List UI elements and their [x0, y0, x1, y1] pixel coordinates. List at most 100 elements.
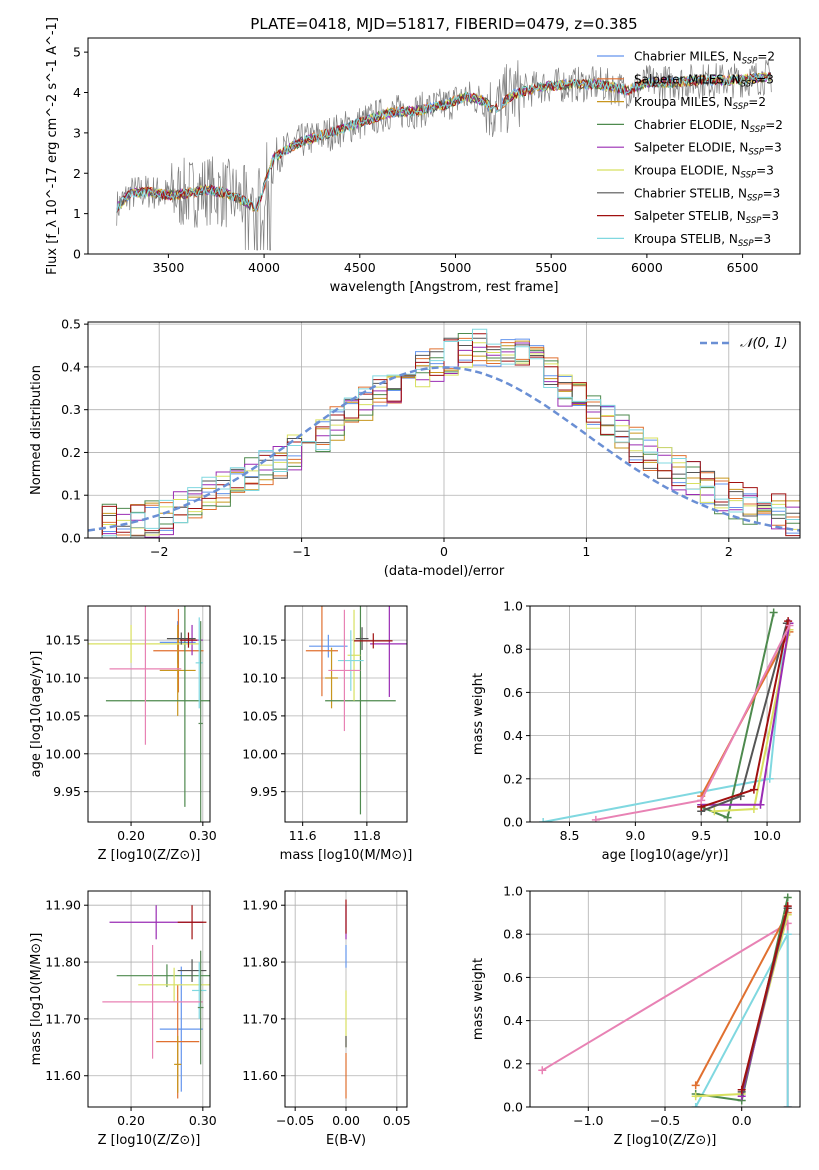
axes-frame — [529, 605, 801, 823]
y-axis-label: mass [log10(M/M⊙)] — [29, 933, 44, 1066]
axes: 0.20 0.30 9.95 10.00 10.05 10.10 10.15 Z [log10… — [29, 605, 217, 863]
legend-label-chabrier_miles: Chabrier MILES, NSSP=2 — [634, 50, 775, 67]
plot-area — [116, 59, 772, 251]
x-tick-label: −0.05 — [276, 1113, 314, 1128]
y-tick-label: 0.0 — [61, 531, 81, 546]
x-tick-label: −1.0 — [573, 1113, 603, 1128]
x-axis-label: age [log10(age/yr)] — [602, 848, 729, 863]
x-tick-label: 11.8 — [353, 828, 381, 843]
x-tick-label: −2 — [150, 544, 168, 559]
axes-frame — [87, 605, 211, 823]
weight-line-salpeter_miles — [694, 912, 789, 1086]
x-tick-label: 4500 — [344, 260, 376, 275]
x-tick-label: 8.5 — [560, 828, 580, 843]
histogram-salpeter_elodie — [88, 342, 800, 538]
y-tick-label: 11.60 — [45, 1068, 81, 1083]
x-tick-label: 0.20 — [117, 1113, 145, 1128]
legend-label-kroupa_miles: Kroupa MILES, NSSP=2 — [634, 95, 766, 112]
axes: 0.20 0.30 11.60 11.70 11.80 11.90 Z [log10(Z/Z… — [29, 890, 217, 1148]
y-tick-label: 9.95 — [250, 784, 278, 799]
weight-marker-kroupa_elodie — [749, 805, 758, 814]
x-axis-label: Z [log10(Z/Z⊙)] — [98, 848, 201, 863]
panel-age_vs_mass: 11.6 11.8 9.95 10.00 10.05 10.10 10.15 mass [lo… — [242, 605, 413, 863]
weight-marker-salpeter_stelib — [749, 785, 758, 794]
y-tick-label: 10.05 — [45, 708, 81, 723]
x-axis-label: (data-model)/error — [384, 564, 505, 579]
plot-area — [305, 606, 407, 815]
weight-marker-chabrier_elodie — [783, 893, 792, 902]
legend: 𝒩(0, 1) — [700, 336, 787, 351]
y-tick-label: 10.05 — [242, 708, 278, 723]
x-tick-label: 4000 — [248, 260, 280, 275]
weight-marker-pink — [538, 1066, 547, 1075]
x-tick-label: 9.0 — [625, 828, 645, 843]
x-tick-label: −1 — [292, 544, 310, 559]
y-axis-label: mass weight — [471, 958, 486, 1040]
y-tick-label: 3 — [73, 125, 81, 140]
panel-residuals: −2 −1 0 1 2 0.0 0.1 0.2 0.3 0.4 0.5 (data-model)/er… — [29, 317, 801, 579]
weight-marker-salpeter_elodie — [756, 800, 765, 809]
y-tick-label: 0.2 — [61, 445, 81, 460]
x-tick-label: 0.05 — [383, 1113, 411, 1128]
weight-marker-salpeter_stelib — [784, 617, 793, 626]
x-tick-label: 0.30 — [189, 1113, 217, 1128]
axes: −0.05 0.00 0.05 11.60 11.70 11.80 11.90 E(B-V) — [242, 890, 411, 1148]
axes-frame — [284, 605, 408, 823]
plot-area — [539, 608, 794, 822]
x-tick-label: 6500 — [727, 260, 759, 275]
y-tick-label: 1.0 — [503, 599, 523, 614]
weight-marker-salpeter_stelib — [737, 1085, 746, 1094]
weight-marker-chabrier_elodie — [723, 813, 732, 822]
x-tick-label: 0 — [440, 544, 448, 559]
weight-marker-pink — [591, 815, 600, 822]
x-tick-label: 9.5 — [691, 828, 711, 843]
weight-marker-salpeter_miles — [691, 1081, 700, 1090]
x-axis-label: Z [log10(Z/Z⊙)] — [98, 1133, 201, 1148]
y-tick-label: 11.90 — [45, 898, 81, 913]
axes: 8.5 9.0 9.5 10.0 0.0 0.2 0.4 0.6 0.8 1.0 age [log1… — [471, 599, 801, 863]
weight-marker-kroupa_stelib — [539, 818, 548, 822]
y-tick-label: 0.5 — [61, 317, 81, 332]
axes: 11.6 11.8 9.95 10.00 10.05 10.10 10.15 mass [lo… — [242, 605, 413, 863]
weight-marker-kroupa_elodie — [710, 807, 719, 816]
y-tick-label: 0.1 — [61, 488, 81, 503]
weight-marker-kroupa_stelib — [783, 1103, 792, 1107]
y-tick-label: 0.8 — [503, 642, 523, 657]
y-tick-label: 10.15 — [242, 633, 278, 648]
y-tick-label: 2 — [73, 166, 81, 181]
weight-marker-kroupa_stelib — [691, 1103, 700, 1107]
gaussian-curve — [88, 366, 800, 532]
x-axis-label: mass [log10(M/M⊙)] — [280, 848, 413, 863]
model-spectrum-kroupa_stelib — [116, 72, 771, 213]
plot-area — [88, 606, 210, 822]
weight-marker-kroupa_elodie — [691, 1092, 700, 1101]
y-tick-label: 0.0 — [503, 815, 523, 830]
y-tick-label: 0.4 — [503, 1013, 523, 1028]
y-tick-label: 11.60 — [242, 1068, 278, 1083]
y-axis-label: Flux [f_λ 10^-17 erg cm^-2 s^-1 A^-1] — [45, 17, 60, 275]
axes: −1.0 −0.5 0.0 0.0 0.2 0.4 0.6 0.8 1.0 Z [log10(Z/… — [471, 884, 801, 1148]
plot-area — [102, 905, 210, 1099]
y-tick-label: 10.10 — [45, 671, 81, 686]
histogram-kroupa_stelib — [88, 328, 800, 538]
x-tick-label: 2 — [725, 544, 733, 559]
x-tick-label: 5500 — [535, 260, 567, 275]
legend: Chabrier MILES, NSSP=2 Salpeter MILES, NS… — [597, 50, 783, 249]
y-tick-label: 0.4 — [503, 728, 523, 743]
panel-mass_vs_Z: 0.20 0.30 11.60 11.70 11.80 11.90 Z [log10(Z/Z… — [29, 890, 217, 1148]
plot-area — [88, 328, 800, 538]
x-axis-label: E(B-V) — [326, 1133, 366, 1148]
axes: −2 −1 0 1 2 0.0 0.1 0.2 0.3 0.4 0.5 (data-model)/er… — [29, 317, 801, 579]
panels: 3500 4000 4500 5000 5500 6000 6500 0 1 2 3 4 5 wavele… — [29, 17, 801, 1148]
x-tick-label: 10.0 — [753, 828, 781, 843]
y-tick-label: 11.70 — [45, 1011, 81, 1026]
y-tick-label: 0 — [73, 247, 81, 262]
weight-marker-kroupa_stelib — [783, 930, 792, 939]
weight-marker-kroupa_stelib — [765, 774, 774, 783]
panel-age_vs_Z: 0.20 0.30 9.95 10.00 10.05 10.10 10.15 Z [log10… — [29, 605, 217, 863]
y-tick-label: 9.95 — [53, 784, 81, 799]
legend-label-salpeter_stelib: Salpeter STELIB, NSSP=3 — [634, 209, 779, 226]
y-tick-label: 11.90 — [242, 898, 278, 913]
panel-weight_vs_Z: −1.0 −0.5 0.0 0.0 0.2 0.4 0.6 0.8 1.0 Z [log10(Z/… — [471, 884, 801, 1148]
